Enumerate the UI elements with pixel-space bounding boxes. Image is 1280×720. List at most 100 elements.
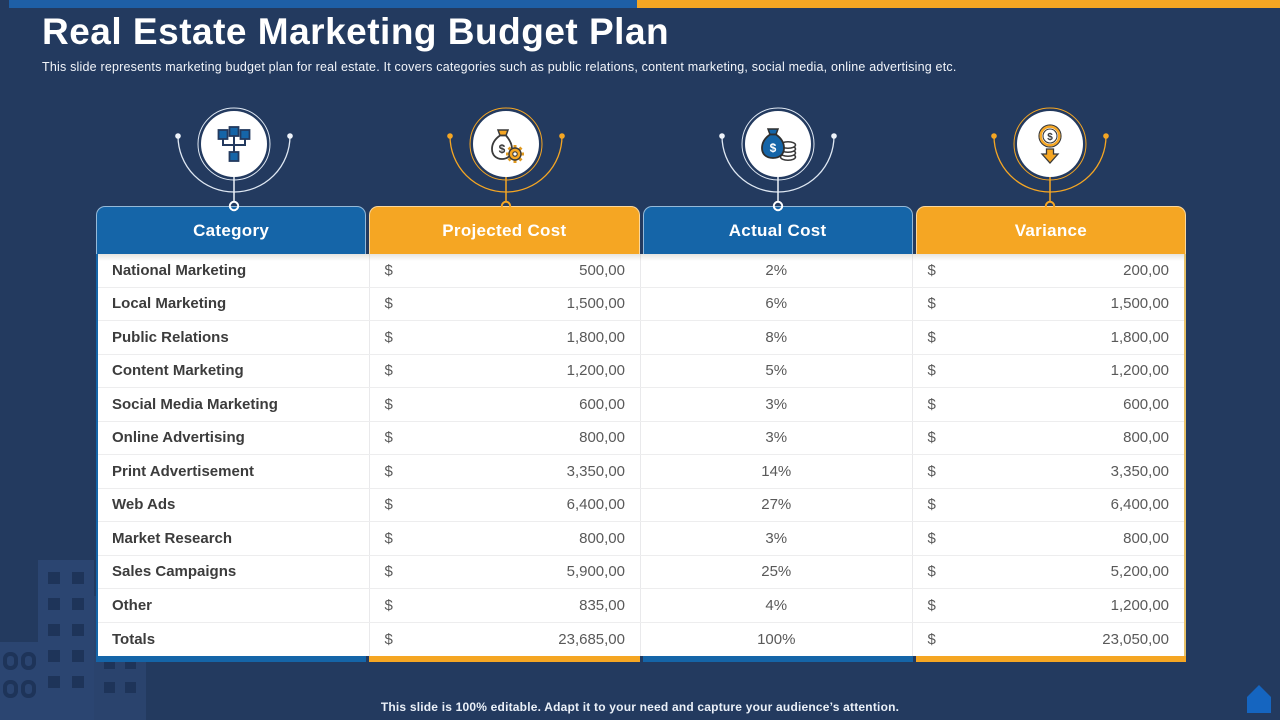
column-header-variance: Variance: [915, 206, 1186, 254]
amount: 200,00: [1123, 261, 1169, 279]
amount: 23,050,00: [1102, 630, 1169, 648]
currency-symbol: $: [384, 395, 393, 413]
top-accent-bar: [0, 0, 1280, 8]
amount: 835,00: [579, 596, 625, 614]
actual-cost-cell: 100%: [641, 622, 913, 656]
currency-symbol: $: [927, 529, 936, 547]
amount: 1,500,00: [1110, 295, 1169, 313]
amount: 6,400,00: [1110, 496, 1169, 514]
hierarchy-icon: [217, 126, 251, 162]
currency-symbol: $: [384, 529, 393, 547]
table-row: National Marketing $500,00 2% $200,00: [98, 254, 1184, 288]
table-row: Social Media Marketing $600,00 3% $600,0…: [98, 388, 1184, 422]
actual-cost-cell: 5%: [641, 354, 913, 387]
table-row: Local Marketing $1,500,00 6% $1,500,00: [98, 287, 1185, 321]
table-row: Market Research $800,00 3% $800,00: [98, 522, 1184, 556]
variance-cell: $5,200,00: [913, 556, 1185, 589]
category-icon-badge: [169, 100, 299, 212]
actual-cost-cell: 8%: [641, 321, 913, 354]
budget-table: Category Projected Cost Actual Cost Vari…: [96, 206, 1186, 662]
projected-cost-cell: $1,500,00: [370, 287, 641, 320]
currency-symbol: $: [927, 328, 936, 346]
projected-cost-cell: $23,685,00: [370, 622, 641, 656]
amount: 5,900,00: [566, 563, 625, 581]
amount: 23,685,00: [558, 630, 625, 648]
projected-cost-cell: $800,00: [370, 522, 641, 555]
svg-text:$: $: [770, 141, 777, 155]
money-bag-coins-icon: $: [761, 128, 797, 161]
amount: 6,400,00: [566, 496, 625, 514]
actual-cost-cell: 3%: [641, 522, 913, 555]
currency-symbol: $: [384, 429, 393, 447]
projected-cost-cell: $1,200,00: [370, 354, 641, 387]
actual-cost-cell: 3%: [641, 388, 913, 421]
category-cell: Online Advertising: [98, 421, 370, 454]
category-cell: Web Ads: [98, 488, 370, 521]
variance-cell: $3,350,00: [913, 455, 1185, 488]
category-cell: Sales Campaigns: [98, 555, 370, 588]
currency-symbol: $: [384, 462, 393, 480]
currency-symbol: $: [384, 596, 393, 614]
category-cell: Print Advertisement: [98, 455, 370, 488]
bottom-bar-blue-segment: [642, 656, 913, 662]
amount: 1,500,00: [566, 295, 625, 313]
category-cell: National Marketing: [98, 254, 370, 287]
currency-symbol: $: [384, 295, 393, 313]
currency-symbol: $: [384, 362, 393, 380]
variance-icon-badge: $: [985, 100, 1115, 212]
actual-cost-icon-badge: $: [713, 100, 843, 212]
currency-symbol: $: [384, 328, 393, 346]
variance-cell: $800,00: [913, 422, 1185, 455]
amount: 1,200,00: [1110, 362, 1169, 380]
amount: 3,350,00: [566, 462, 625, 480]
projected-cost-cell: $6,400,00: [370, 488, 641, 521]
projected-cost-cell: $835,00: [370, 589, 641, 622]
svg-text:$: $: [499, 142, 506, 156]
variance-cell: $6,400,00: [913, 489, 1185, 522]
projected-cost-cell: $1,800,00: [370, 321, 641, 354]
currency-symbol: $: [927, 395, 936, 413]
currency-symbol: $: [927, 630, 936, 648]
currency-symbol: $: [384, 563, 393, 581]
projected-cost-cell: $600,00: [370, 388, 641, 421]
table-bottom-accent-bar: [96, 656, 1186, 662]
currency-symbol: $: [384, 496, 393, 514]
category-cell: Other: [98, 589, 370, 622]
variance-cell: $600,00: [913, 388, 1185, 421]
table-row: Other $835,00 4% $1,200,00: [98, 589, 1184, 623]
home-icon: [1247, 685, 1271, 713]
actual-cost-cell: 25%: [641, 555, 913, 588]
variance-cell: $1,800,00: [913, 321, 1185, 354]
table-row: Public Relations $1,800,00 8% $1,800,00: [98, 321, 1184, 355]
table-header-row: Category Projected Cost Actual Cost Vari…: [96, 206, 1186, 254]
variance-cell: $1,500,00: [913, 288, 1185, 321]
currency-symbol: $: [384, 630, 393, 648]
amount: 800,00: [579, 529, 625, 547]
svg-text:$: $: [1047, 132, 1053, 143]
page-subtitle: This slide represents marketing budget p…: [42, 60, 957, 74]
column-header-projected-cost: Projected Cost: [369, 206, 640, 254]
actual-cost-cell: 4%: [641, 589, 913, 622]
table-row: Online Advertising $800,00 3% $800,00: [98, 421, 1185, 455]
category-cell: Content Marketing: [98, 354, 370, 387]
currency-symbol: $: [927, 429, 936, 447]
currency-symbol: $: [927, 462, 936, 480]
amount: 600,00: [579, 395, 625, 413]
bottom-bar-blue-segment: [96, 656, 367, 662]
currency-symbol: $: [927, 596, 936, 614]
variance-cell: $23,050,00: [913, 623, 1185, 657]
table-row-totals: Totals $23,685,00 100% $23,050,00: [98, 622, 1185, 657]
currency-symbol: $: [384, 261, 393, 279]
top-bar-gold-segment: [637, 0, 1280, 8]
amount: 800,00: [1123, 429, 1169, 447]
amount: 800,00: [1123, 529, 1169, 547]
column-header-category: Category: [96, 206, 367, 254]
variance-cell: $800,00: [913, 522, 1185, 555]
currency-symbol: $: [927, 563, 936, 581]
variance-cell: $1,200,00: [913, 589, 1185, 622]
amount: 1,800,00: [566, 328, 625, 346]
bottom-bar-gold-segment: [369, 656, 640, 662]
bottom-bar-gold-segment: [915, 656, 1186, 662]
projected-cost-cell: $500,00: [370, 254, 641, 287]
